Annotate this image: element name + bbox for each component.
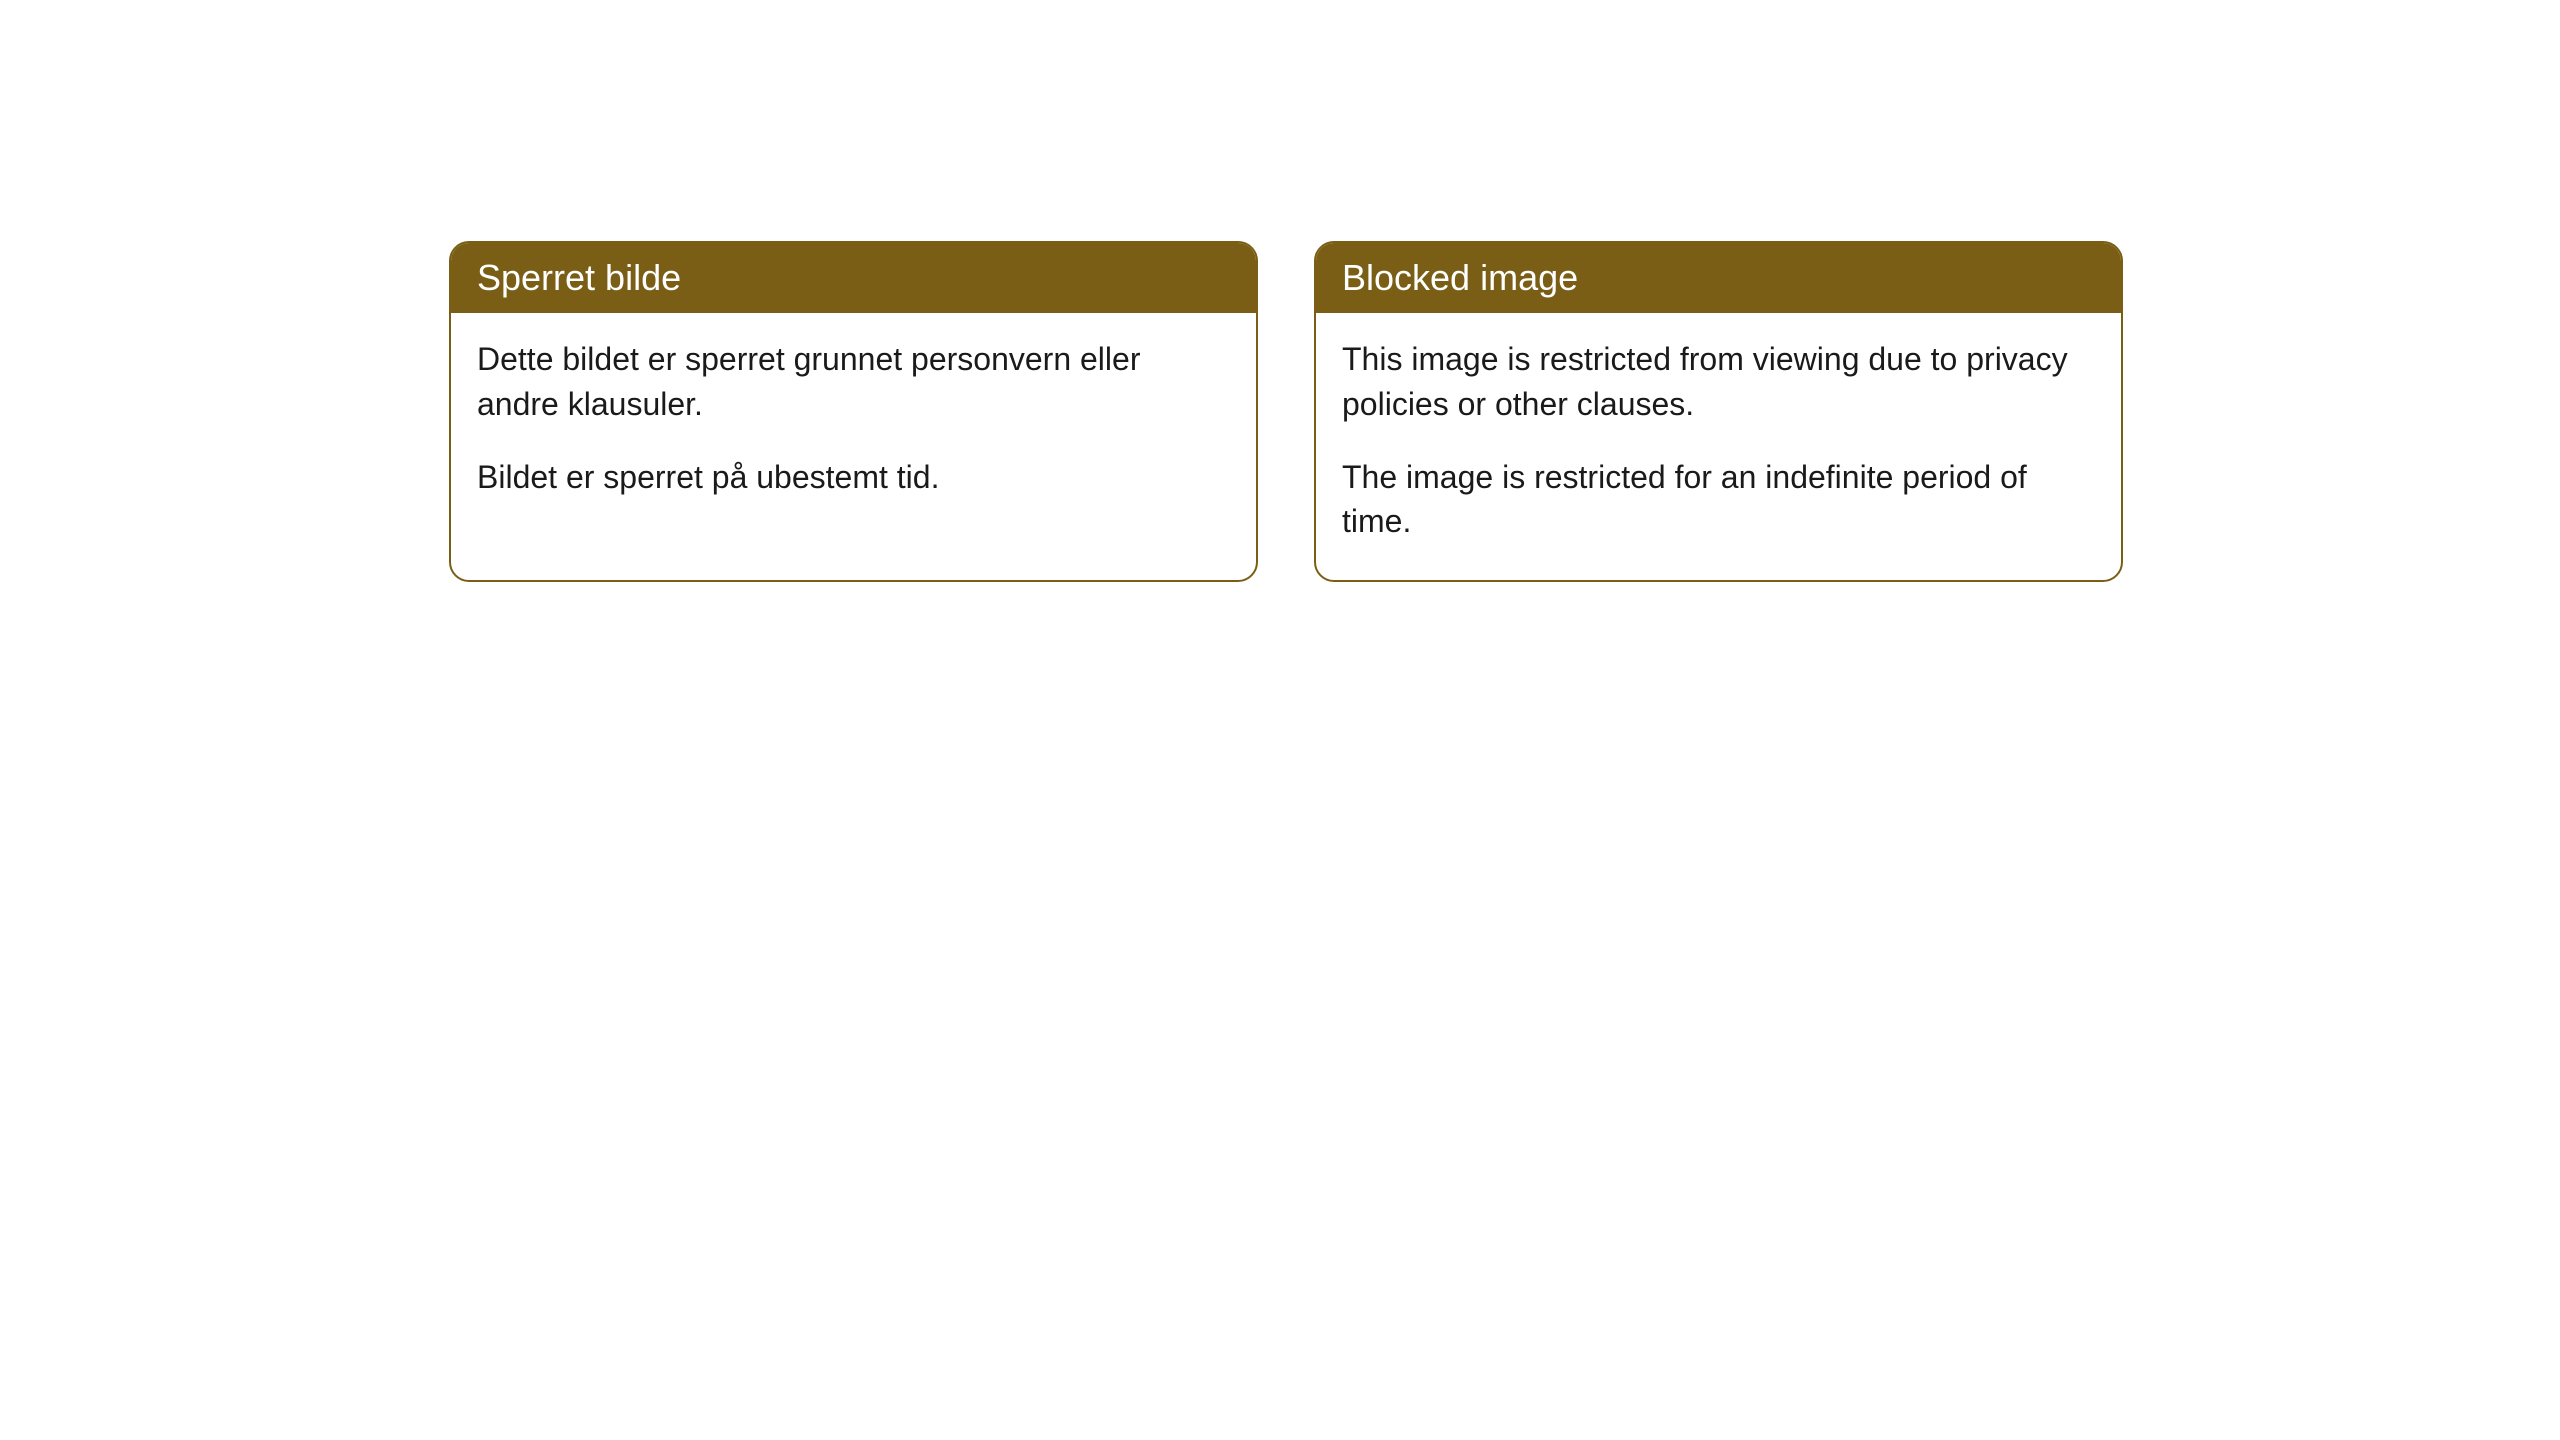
blocked-image-card-norwegian: Sperret bilde Dette bildet er sperret gr… bbox=[449, 241, 1258, 582]
card-text-2: Bildet er sperret på ubestemt tid. bbox=[477, 455, 1230, 500]
card-body-english: This image is restricted from viewing du… bbox=[1316, 313, 2121, 580]
card-title: Blocked image bbox=[1342, 257, 1578, 298]
blocked-image-card-english: Blocked image This image is restricted f… bbox=[1314, 241, 2123, 582]
card-header-norwegian: Sperret bilde bbox=[451, 243, 1256, 313]
notice-cards-container: Sperret bilde Dette bildet er sperret gr… bbox=[449, 241, 2123, 582]
card-text-1: This image is restricted from viewing du… bbox=[1342, 337, 2095, 427]
card-text-1: Dette bildet er sperret grunnet personve… bbox=[477, 337, 1230, 427]
card-title: Sperret bilde bbox=[477, 257, 681, 298]
card-header-english: Blocked image bbox=[1316, 243, 2121, 313]
card-body-norwegian: Dette bildet er sperret grunnet personve… bbox=[451, 313, 1256, 535]
card-text-2: The image is restricted for an indefinit… bbox=[1342, 455, 2095, 545]
